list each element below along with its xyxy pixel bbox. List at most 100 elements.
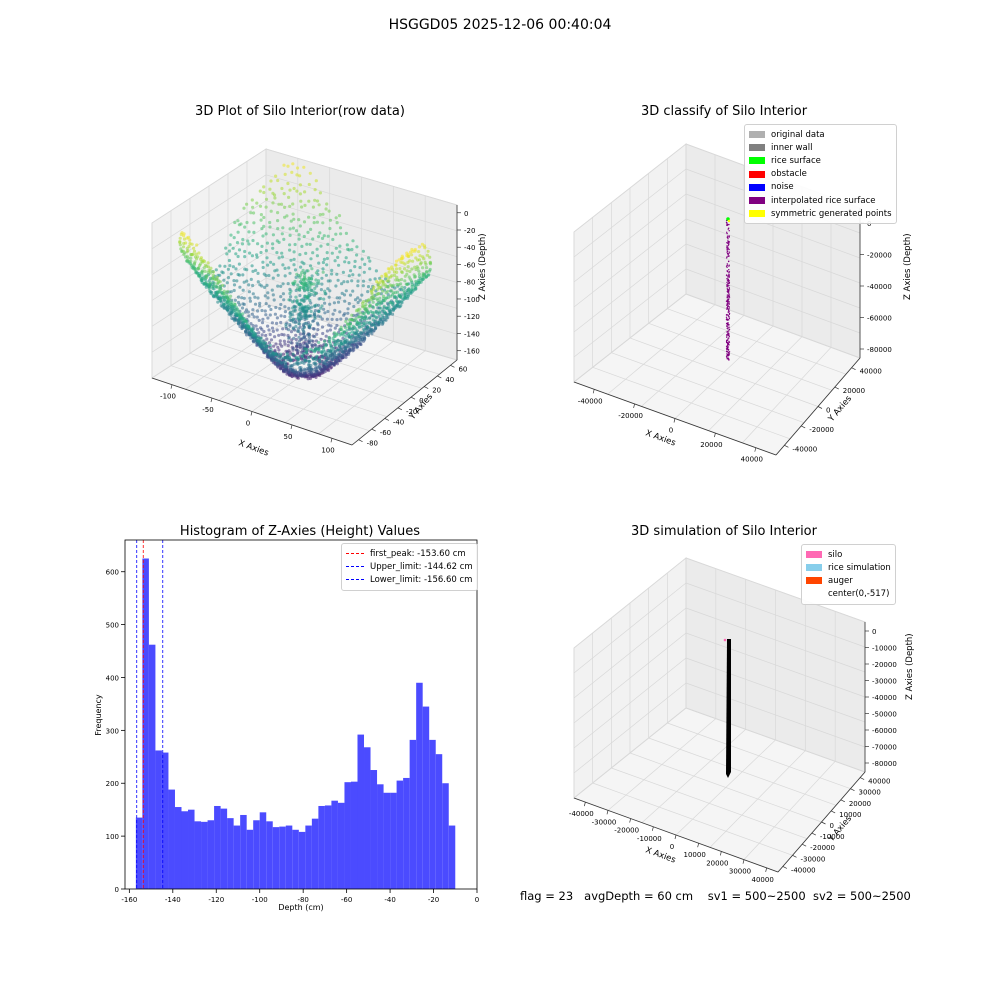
raw-data-point <box>277 333 281 337</box>
raw-data-point <box>338 356 342 360</box>
raw-data-point <box>365 325 370 329</box>
raw-data-point <box>199 256 203 260</box>
raw-data-point <box>280 251 284 255</box>
raw-data-point <box>299 273 303 277</box>
raw-data-point <box>273 335 277 339</box>
interpolated-rice-point <box>728 243 730 245</box>
interpolated-rice-point <box>727 342 730 344</box>
raw-data-point <box>383 272 387 276</box>
raw-data-point <box>400 285 404 289</box>
raw-data-point <box>299 265 303 269</box>
raw-data-point <box>266 291 270 295</box>
raw-data-point <box>195 243 199 247</box>
interpolated-rice-point <box>726 334 728 336</box>
raw-data-point <box>320 236 325 240</box>
raw-data-point <box>295 173 299 177</box>
raw-data-point <box>276 178 280 183</box>
raw-data-point <box>283 310 287 314</box>
raw-data-point <box>336 338 340 342</box>
p1-z-tick-label: -60 <box>464 261 475 269</box>
raw-data-point <box>282 333 286 337</box>
raw-data-point <box>247 324 251 328</box>
raw-data-point <box>381 294 386 298</box>
raw-data-point <box>378 302 382 306</box>
raw-data-point <box>295 272 299 276</box>
raw-data-point <box>256 309 260 313</box>
interpolated-rice-point <box>728 337 730 339</box>
raw-data-point <box>300 354 304 358</box>
raw-data-point <box>306 269 310 273</box>
raw-data-point <box>381 289 385 293</box>
raw-data-point <box>358 265 362 270</box>
p1-y-tick <box>437 375 442 379</box>
raw-data-point <box>378 296 382 300</box>
raw-data-point <box>299 372 303 376</box>
raw-data-point <box>290 363 294 368</box>
legend-swatch <box>806 551 822 559</box>
histogram-bar <box>233 825 241 889</box>
raw-data-point <box>259 213 263 217</box>
raw-data-point <box>335 318 339 322</box>
p4-x-tick <box>674 834 677 840</box>
raw-data-point <box>277 202 281 206</box>
histogram-bar <box>207 820 215 889</box>
p4-y-tick-label: -20000 <box>810 844 835 852</box>
raw-data-point <box>275 316 279 320</box>
raw-data-point <box>296 374 300 378</box>
raw-data-point <box>268 220 272 225</box>
raw-data-point <box>253 336 257 340</box>
raw-data-point <box>326 234 330 238</box>
raw-data-point <box>246 239 250 243</box>
raw-data-point <box>331 361 335 365</box>
raw-data-point <box>424 275 428 279</box>
p4-grid-line <box>573 557 687 649</box>
raw-data-point <box>259 218 263 222</box>
raw-data-point <box>241 237 245 242</box>
raw-data-point <box>410 267 414 271</box>
histogram-bar <box>298 831 306 889</box>
rice-simulation-column <box>726 639 731 778</box>
raw-data-point <box>370 327 374 331</box>
raw-data-point <box>310 274 314 278</box>
raw-data-point <box>298 285 302 290</box>
raw-data-point <box>353 298 358 302</box>
raw-data-point <box>376 292 380 296</box>
raw-data-point <box>318 213 322 217</box>
raw-data-point <box>258 301 262 305</box>
raw-data-point <box>335 323 339 328</box>
raw-data-point <box>268 343 272 347</box>
p2-x-tick-label: 0 <box>669 427 673 435</box>
raw-data-point <box>226 267 230 271</box>
raw-data-point <box>240 242 245 246</box>
raw-data-point <box>284 325 288 329</box>
raw-data-point <box>233 220 237 225</box>
raw-data-point <box>250 312 254 316</box>
raw-data-point <box>260 227 264 231</box>
raw-data-point <box>328 338 332 342</box>
raw-data-point <box>382 296 386 301</box>
p4-x-tick <box>651 826 654 831</box>
raw-data-point <box>311 237 315 241</box>
raw-data-point <box>286 181 290 186</box>
raw-data-point <box>325 357 329 362</box>
interpolated-rice-point <box>728 319 730 321</box>
interpolated-rice-point <box>726 308 728 310</box>
raw-data-point <box>276 273 280 277</box>
histogram-bar <box>390 792 397 889</box>
raw-data-point <box>361 337 365 341</box>
p1-x-tick-label: -50 <box>202 406 213 414</box>
raw-data-point <box>271 293 275 297</box>
raw-data-point <box>347 261 351 265</box>
raw-data-point <box>410 285 414 289</box>
raw-data-point <box>305 295 309 299</box>
p4-grid-line <box>685 707 866 773</box>
raw-data-point <box>368 267 372 271</box>
raw-data-point <box>262 185 266 189</box>
raw-data-point <box>299 199 303 203</box>
raw-data-point <box>311 251 315 255</box>
p4-y-tick-label: 10000 <box>839 811 861 819</box>
p4-x-tick-label: 20000 <box>706 859 728 867</box>
raw-data-point <box>249 211 253 215</box>
raw-data-point <box>276 354 280 358</box>
p2-x-tick-label: 40000 <box>741 456 763 464</box>
